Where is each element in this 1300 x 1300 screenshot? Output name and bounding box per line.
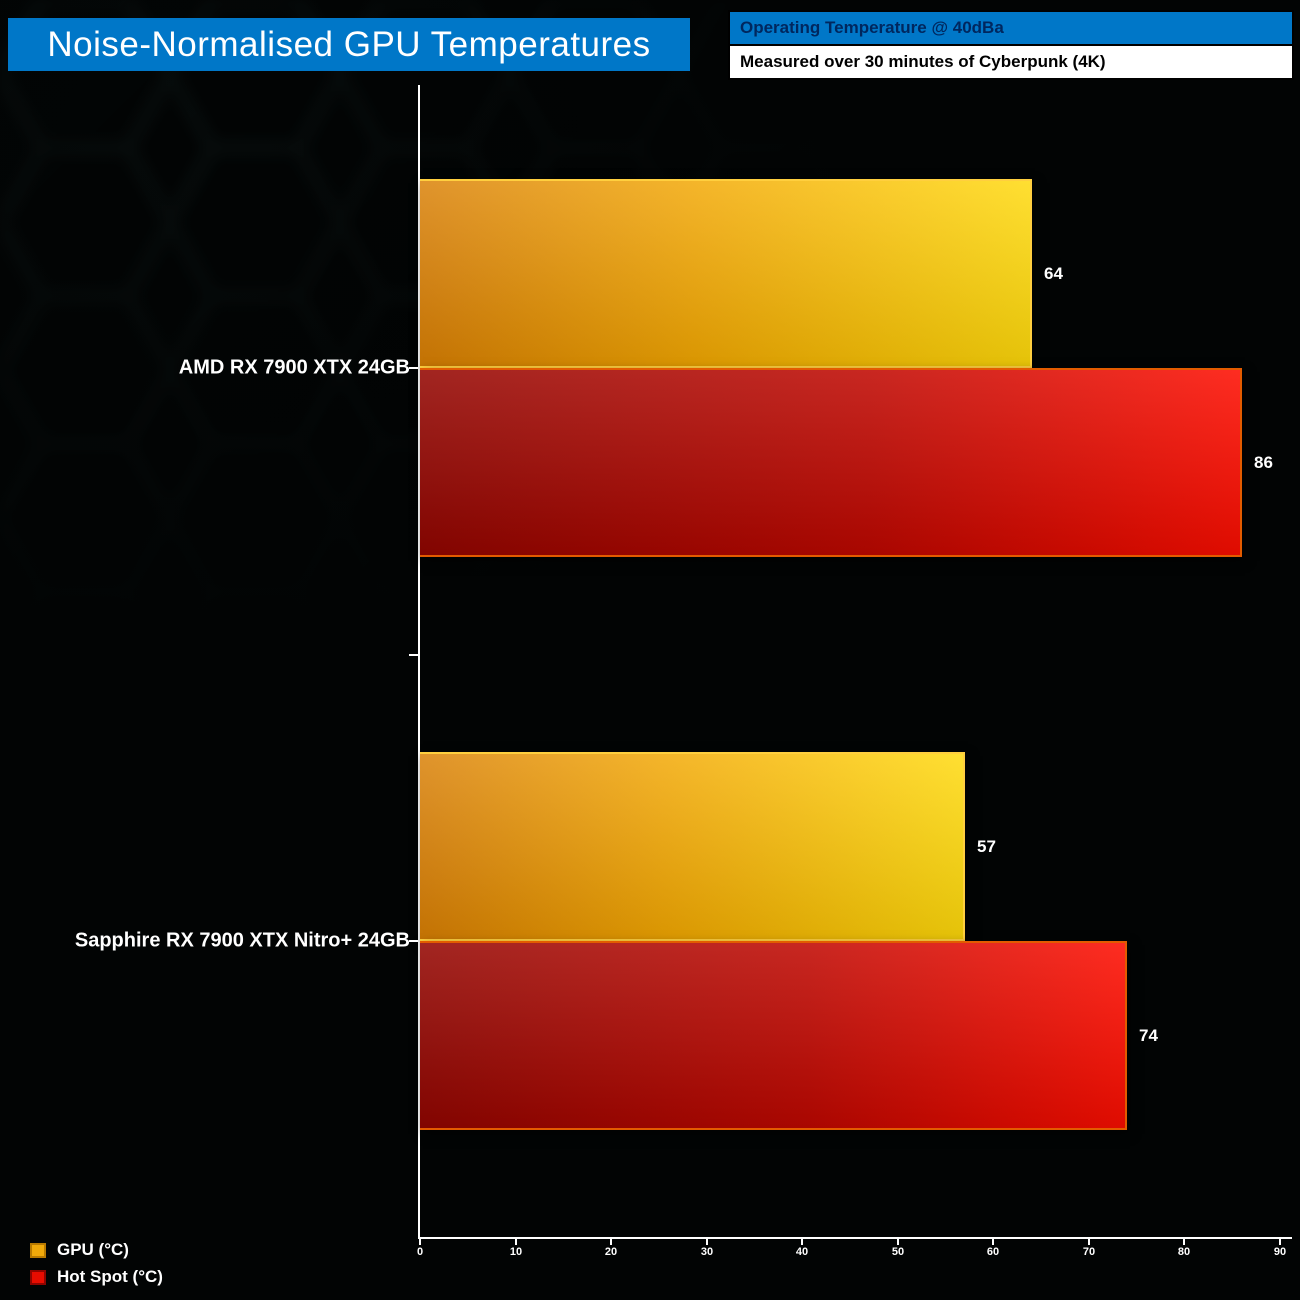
x-axis-tick-label: 80 xyxy=(1177,1246,1191,1258)
y-axis-tick xyxy=(409,654,418,656)
x-axis-tick xyxy=(706,1239,708,1245)
category-label: AMD RX 7900 XTX 24GB xyxy=(178,356,410,379)
x-axis-tick-label: 20 xyxy=(604,1246,618,1258)
bar-value-label: 86 xyxy=(1254,452,1273,472)
bar-gpu-0 xyxy=(420,179,1032,368)
bar-hotspot-0 xyxy=(420,368,1242,557)
x-axis-tick-label: 10 xyxy=(509,1246,523,1258)
x-axis-tick xyxy=(1279,1239,1281,1245)
x-axis-tick xyxy=(515,1239,517,1245)
y-axis xyxy=(418,85,420,1237)
x-axis xyxy=(418,1237,1292,1239)
x-axis-tick-label: 90 xyxy=(1273,1246,1287,1258)
page-title: Noise-Normalised GPU Temperatures xyxy=(8,18,690,71)
legend-label: GPU (°C) xyxy=(57,1240,129,1259)
bar-gpu-1 xyxy=(420,752,965,941)
legend-item: Hot Spot (°C) xyxy=(30,1267,163,1287)
legend-swatch-hotspot xyxy=(30,1269,46,1285)
x-axis-tick xyxy=(897,1239,899,1245)
y-axis-tick xyxy=(409,367,418,369)
y-axis-tick xyxy=(409,940,418,942)
x-axis-tick-label: 40 xyxy=(795,1246,809,1258)
x-axis-tick-label: 70 xyxy=(1082,1246,1096,1258)
bar-value-label: 64 xyxy=(1044,263,1063,283)
category-label: Sapphire RX 7900 XTX Nitro+ 24GB xyxy=(74,929,410,952)
legend-item: GPU (°C) xyxy=(30,1240,129,1260)
x-axis-tick xyxy=(610,1239,612,1245)
x-axis-tick-label: 30 xyxy=(700,1246,714,1258)
subtitle-banner: Operating Temperature @ 40dBa Measured o… xyxy=(728,10,1294,80)
x-axis-tick xyxy=(992,1239,994,1245)
x-axis-tick xyxy=(801,1239,803,1245)
legend-label: Hot Spot (°C) xyxy=(57,1267,163,1286)
subtitle-line-1: Operating Temperature @ 40dBa xyxy=(730,12,1292,46)
bar-value-label: 74 xyxy=(1139,1025,1158,1045)
subtitle-line-2: Measured over 30 minutes of Cyberpunk (4… xyxy=(730,46,1292,78)
x-axis-tick xyxy=(1088,1239,1090,1245)
bar-value-label: 57 xyxy=(977,836,996,856)
bar-hotspot-1 xyxy=(420,941,1127,1130)
x-axis-tick xyxy=(419,1239,421,1245)
legend-swatch-gpu xyxy=(30,1242,46,1258)
x-axis-tick-label: 0 xyxy=(416,1246,424,1258)
x-axis-tick-label: 50 xyxy=(891,1246,905,1258)
x-axis-tick-label: 60 xyxy=(986,1246,1000,1258)
x-axis-tick xyxy=(1183,1239,1185,1245)
